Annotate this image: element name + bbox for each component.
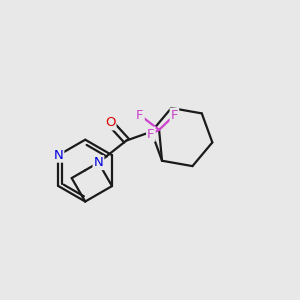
Text: N: N [54,149,63,162]
Text: N: N [94,156,103,169]
Text: F: F [136,109,144,122]
Text: O: O [105,116,116,129]
Text: F: F [147,128,154,141]
Text: F: F [171,109,178,122]
